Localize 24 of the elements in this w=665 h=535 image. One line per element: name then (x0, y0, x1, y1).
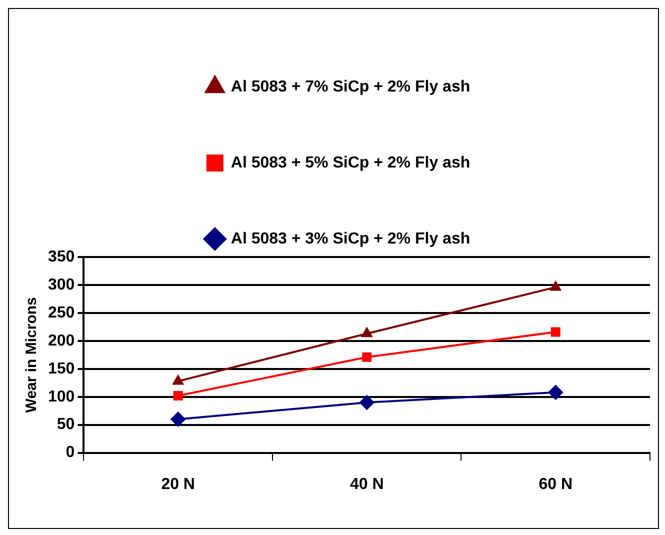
legend-label: Al 5083 + 7% SiCp + 2% Fly ash (230, 78, 470, 96)
point (548, 384, 564, 400)
y-tick-label: 350 (48, 248, 75, 266)
y-tick-label: 150 (48, 360, 75, 378)
y-axis-title: Wear in Microns (23, 297, 40, 413)
x-tick-label: 20 N (161, 476, 195, 493)
point (172, 374, 184, 385)
point (359, 394, 374, 410)
point (550, 327, 560, 337)
x-tick-label: 60 N (538, 476, 573, 493)
y-tick-label: 0 (66, 444, 75, 462)
point (173, 390, 183, 400)
y-tick-label: 200 (48, 332, 75, 350)
point (550, 280, 562, 291)
y-tick-label: 300 (48, 276, 75, 294)
legend-label: Al 5083 + 3% SiCp + 2% Fly ash (230, 230, 470, 248)
point (170, 412, 186, 427)
y-tick-label: 250 (48, 304, 75, 322)
y-tick-label: 50 (56, 416, 75, 434)
y-tick-label: 100 (48, 388, 75, 406)
x-tick-label: 40 N (350, 476, 384, 493)
point (362, 352, 372, 362)
legend-label: Al 5083 + 5% SiCp + 2% Fly ash (230, 154, 470, 172)
point (361, 327, 373, 338)
